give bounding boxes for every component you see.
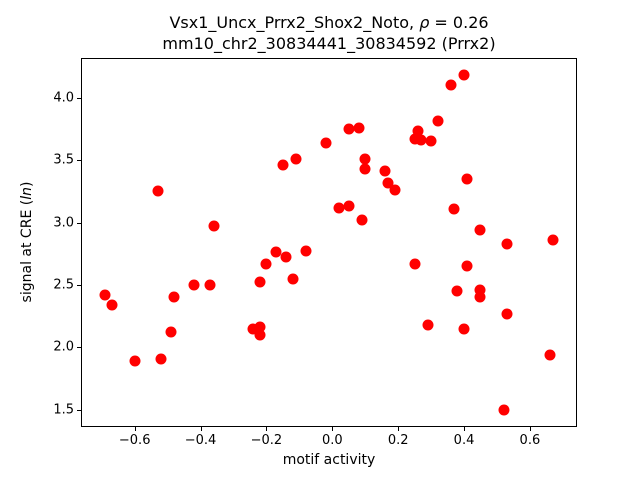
data-point (474, 224, 486, 236)
data-point (270, 246, 282, 258)
data-point (474, 284, 486, 296)
data-point (359, 153, 371, 165)
y-axis-label: signal at CRE (ln) (19, 182, 35, 303)
x-tick (200, 427, 202, 431)
data-point (359, 163, 371, 175)
rho-symbol: ρ (419, 13, 430, 32)
chart-title-line1-text: Vsx1_Uncx_Prrx2_Shox2_Noto, (169, 13, 420, 32)
data-point (458, 323, 470, 335)
data-point (382, 177, 394, 189)
data-point (412, 125, 424, 137)
y-tick-label: 2.0 (53, 339, 74, 355)
data-point (208, 220, 220, 232)
data-point (204, 279, 216, 291)
data-point (389, 184, 401, 196)
data-point (501, 308, 513, 320)
data-point (458, 69, 470, 81)
data-point (415, 134, 427, 146)
data-point (409, 133, 421, 145)
data-point (260, 258, 272, 270)
data-point (152, 185, 164, 197)
x-tick-label: 0.2 (387, 433, 409, 448)
data-point (280, 251, 292, 263)
data-point (188, 279, 200, 291)
x-tick (398, 427, 400, 431)
data-point (498, 404, 510, 416)
x-axis-label: motif activity (282, 452, 376, 468)
data-point (461, 260, 473, 272)
data-point (99, 289, 111, 301)
data-point (165, 326, 177, 338)
y-tick-label: 1.5 (53, 402, 74, 418)
chart-title-line2: mm10_chr2_30834441_30834592 (Prrx2) (162, 34, 496, 53)
y-axis-label-ln: ln (19, 187, 35, 200)
data-point (425, 135, 437, 147)
data-point (168, 291, 180, 303)
data-point (451, 285, 463, 297)
x-tick (529, 427, 531, 431)
data-point (320, 137, 332, 149)
data-point (432, 115, 444, 127)
x-tick-label: −0.4 (184, 433, 217, 448)
data-point (353, 122, 365, 134)
data-point (409, 258, 421, 270)
data-point (254, 276, 266, 288)
data-point (333, 202, 345, 214)
data-point (155, 353, 167, 365)
y-tick (77, 222, 81, 224)
y-axis-label-text: signal at CRE ( (19, 199, 35, 303)
data-point (254, 321, 266, 333)
data-point (448, 203, 460, 215)
y-tick (77, 347, 81, 349)
data-point (277, 159, 289, 171)
plot-area: −0.6 −0.4 −0.2 0.0 0.2 0.4 0.6 1.5 2.0 2.5 3.0 3.5 4… (53, 58, 577, 448)
data-point (501, 238, 513, 250)
data-point (445, 79, 457, 91)
y-axis-label-close: ) (19, 181, 35, 188)
data-point (106, 299, 118, 311)
data-point (300, 245, 312, 257)
x-tick-label: 0.0 (321, 433, 343, 448)
data-point (461, 173, 473, 185)
x-tick-label: −0.2 (250, 433, 283, 448)
data-point (343, 200, 355, 212)
x-tick-label: 0.4 (453, 433, 475, 448)
x-tick (464, 427, 466, 431)
y-tick (77, 409, 81, 411)
y-tick-label: 3.5 (53, 152, 74, 168)
data-point (379, 165, 391, 177)
chart-title-line1-value: = 0.26 (429, 13, 489, 32)
data-point (544, 349, 556, 361)
chart-title: Vsx1_Uncx_Prrx2_Shox2_Noto, ρ = 0.26 mm1… (81, 12, 577, 54)
data-point (547, 234, 559, 246)
data-point (356, 214, 368, 226)
x-tick (266, 427, 268, 431)
y-tick (77, 97, 81, 99)
data-point (129, 355, 141, 367)
y-tick (77, 284, 81, 286)
x-tick (134, 427, 136, 431)
data-point (254, 329, 266, 341)
chart-title-line1: Vsx1_Uncx_Prrx2_Shox2_Noto, ρ = 0.26 (81, 12, 577, 33)
data-point (287, 273, 299, 285)
y-tick (77, 160, 81, 162)
x-tick (332, 427, 334, 431)
data-point (422, 319, 434, 331)
y-tick-label: 2.5 (53, 277, 74, 293)
data-point (343, 123, 355, 135)
y-tick-label: 4.0 (53, 90, 74, 106)
data-point (290, 153, 302, 165)
y-tick-label: 3.0 (53, 215, 74, 231)
x-tick-label: −0.6 (118, 433, 151, 448)
data-point (474, 291, 486, 303)
x-tick-label: 0.6 (519, 433, 541, 448)
data-point (247, 323, 259, 335)
